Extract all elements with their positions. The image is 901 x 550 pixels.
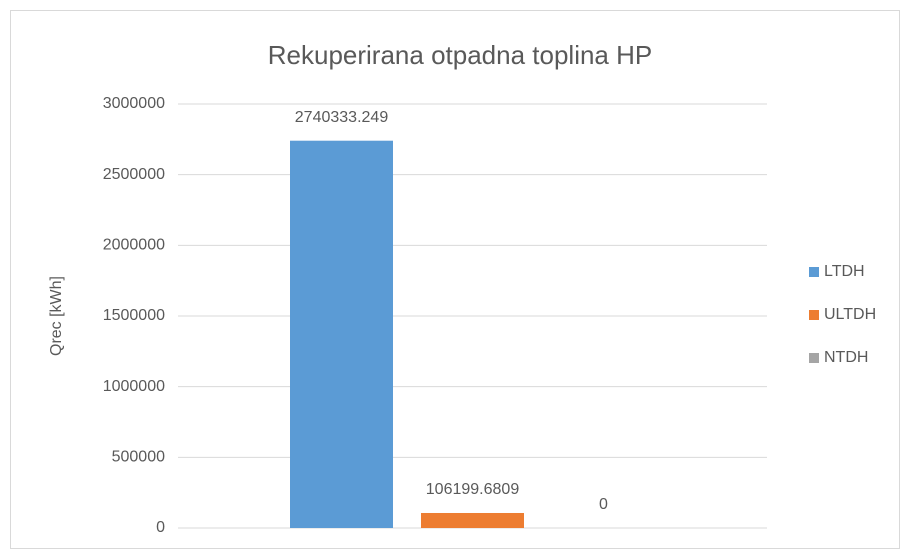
y-axis-label: Qrec [kWh] [48,276,65,356]
legend-swatch [809,267,819,277]
chart-title: Rekuperirana otpadna toplina HP [268,40,652,70]
y-tick-label: 1000000 [103,378,165,395]
legend-label: LTDH [824,263,865,280]
bar [421,512,524,528]
y-tick-label: 0 [156,519,165,536]
chart-border [10,10,900,549]
y-tick-label: 2500000 [103,166,165,183]
data-label: 2740333.249 [295,109,389,126]
y-tick-label: 3000000 [103,95,165,112]
legend-swatch [809,310,819,320]
y-tick-label: 1500000 [103,307,165,324]
legend-swatch [809,353,819,363]
y-tick-label: 2000000 [103,237,165,254]
bar [290,140,393,528]
legend-label: ULTDH [824,306,876,323]
data-label: 106199.6809 [426,481,520,498]
y-tick-label: 500000 [112,449,165,466]
data-label: 0 [599,496,608,513]
legend-label: NTDH [824,349,868,366]
